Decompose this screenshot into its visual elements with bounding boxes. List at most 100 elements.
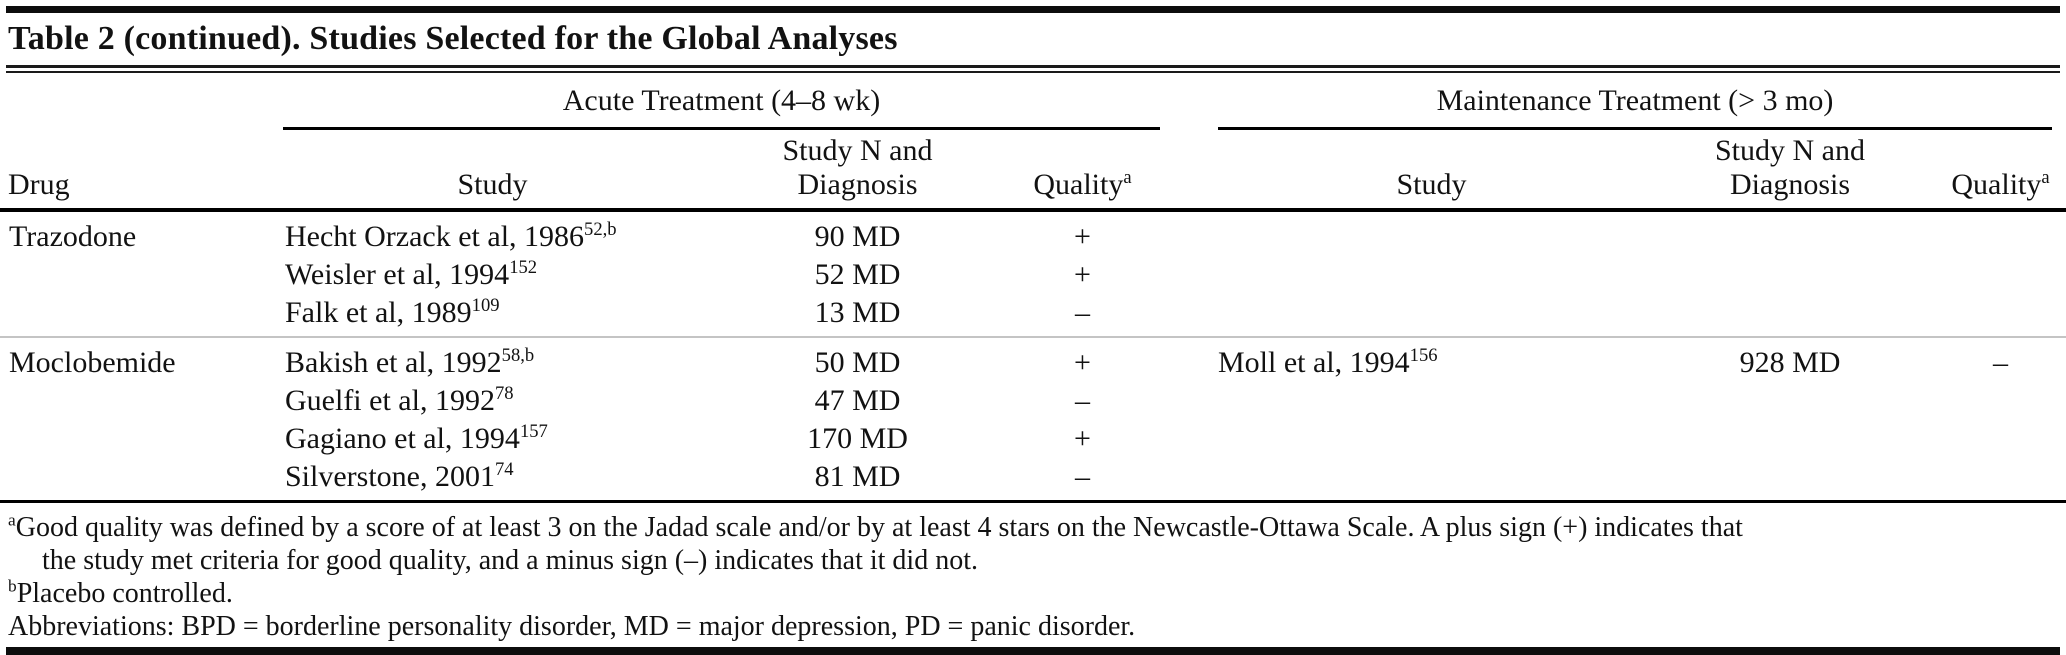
n-diagnosis-cell: 52 MD	[814, 258, 901, 291]
table-title: Table 2 (continued). Studies Selected fo…	[8, 20, 898, 57]
quality-footnote-marker: a	[1123, 167, 1132, 188]
bottom-rule-bar	[6, 647, 2060, 655]
footnote-a-line2: the study met criteria for good quality,…	[42, 545, 978, 576]
study-cell: Weisler et al, 1994152	[275, 256, 710, 294]
quality-cell: +	[1005, 336, 1160, 382]
study-citation: Moll et al, 1994	[1218, 346, 1410, 379]
empty-cell	[1645, 294, 1935, 337]
reference-superscript: 52,b	[584, 219, 617, 240]
n-diagnosis-cell: 50 MD	[710, 336, 1005, 382]
empty-cell	[0, 420, 275, 458]
table-header: Acute Treatment (4–8 wk) Maintenance Tre…	[0, 73, 2066, 212]
study-citation: Weisler et al, 1994	[285, 258, 510, 291]
n-diagnosis-cell: 13 MD	[814, 296, 901, 329]
abbreviations-note: Abbreviations: BPD = borderline personal…	[8, 611, 1136, 642]
study-citation: Guelfi et al, 1992	[285, 384, 495, 417]
empty-cell	[1645, 210, 1935, 256]
footnote-b-marker: b	[8, 576, 17, 596]
spanner-spacer	[0, 73, 275, 130]
col-header-maint-quality: Qualitya	[1935, 130, 2066, 212]
n-header-line2: Diagnosis	[797, 168, 918, 201]
footnote-a-line1: Good quality was defined by a score of a…	[15, 512, 1743, 543]
table-row: Falk et al, 1989109 13 MD –	[0, 294, 2066, 337]
n-diagnosis-cell: 81 MD	[710, 458, 1005, 503]
study-citation: Bakish et al, 1992	[285, 346, 502, 379]
empty-cell	[1935, 210, 2066, 256]
n-diagnosis-cell: 170 MD	[807, 422, 908, 455]
empty-cell	[0, 294, 275, 337]
table-row: Weisler et al, 1994152 52 MD +	[0, 256, 2066, 294]
table-row: Silverstone, 200174 81 MD –	[0, 458, 2066, 503]
col-header-maint-n-diagnosis: Study N and Diagnosis	[1645, 130, 1935, 212]
table-row: Guelfi et al, 199278 47 MD –	[0, 382, 2066, 420]
empty-cell	[1645, 458, 1935, 503]
empty-cell	[1645, 420, 1935, 458]
quality-cell: –	[1005, 458, 1160, 503]
quality-header-label: Quality	[1951, 168, 2042, 201]
study-citation: Falk et al, 1989	[285, 296, 472, 329]
reference-superscript: 109	[471, 295, 500, 316]
col-header-drug: Drug	[0, 130, 275, 212]
acute-group-header: Acute Treatment (4–8 wk)	[283, 83, 1160, 130]
reference-superscript: 152	[509, 257, 538, 278]
n-header-line2: Diagnosis	[1730, 168, 1850, 201]
title-divider-rule	[6, 65, 2060, 73]
quality-cell: +	[1074, 258, 1091, 291]
n-diagnosis-cell: 90 MD	[814, 220, 901, 253]
reference-superscript: 157	[519, 421, 548, 442]
drug-cell: Trazodone	[9, 220, 137, 253]
empty-cell	[1935, 382, 2066, 420]
n-header-line1: Study N and	[782, 134, 933, 167]
table-body: Trazodone Hecht Orzack et al, 198652,b 9…	[0, 210, 2066, 503]
study-cell: Gagiano et al, 1994157	[275, 420, 710, 458]
quality-cell: –	[1075, 296, 1090, 329]
study-citation: Gagiano et al, 1994	[285, 422, 520, 455]
maintenance-group-header-cell: Maintenance Treatment (> 3 mo)	[1160, 73, 2066, 130]
quality-header-label: Quality	[1033, 168, 1124, 201]
col-header-acute-quality: Qualitya	[1005, 130, 1160, 212]
empty-cell	[0, 458, 275, 503]
table-row: Moclobemide Bakish et al, 199258,b 50 MD…	[0, 336, 2066, 382]
column-header-row: Drug Study Study N and Diagnosis Quality…	[0, 130, 2066, 212]
top-rule-bar	[6, 6, 2060, 13]
study-cell: Guelfi et al, 199278	[275, 382, 710, 420]
col-header-acute-n-diagnosis: Study N and Diagnosis	[710, 130, 1005, 212]
reference-superscript: 74	[495, 459, 514, 480]
study-cell: Bakish et al, 199258,b	[275, 336, 710, 382]
footnotes-section: aGood quality was defined by a score of …	[8, 511, 2056, 643]
empty-cell	[1160, 458, 1645, 503]
empty-cell	[1160, 210, 1645, 256]
empty-cell	[1160, 294, 1645, 337]
reference-superscript: 156	[1409, 345, 1438, 366]
quality-cell: +	[1074, 422, 1091, 455]
empty-cell	[1935, 420, 2066, 458]
studies-table: Acute Treatment (4–8 wk) Maintenance Tre…	[0, 73, 2066, 503]
empty-cell	[1935, 294, 2066, 337]
empty-cell	[0, 382, 275, 420]
empty-cell	[1935, 458, 2066, 503]
maintenance-group-header: Maintenance Treatment (> 3 mo)	[1218, 83, 2053, 130]
empty-cell	[0, 256, 275, 294]
study-cell: Falk et al, 1989109	[275, 294, 710, 337]
acute-group-header-cell: Acute Treatment (4–8 wk)	[275, 73, 1160, 130]
empty-cell	[1160, 256, 1645, 294]
study-citation: Hecht Orzack et al, 1986	[285, 220, 585, 253]
empty-cell	[1645, 382, 1935, 420]
n-header-line1: Study N and	[1715, 134, 1865, 167]
study-cell: Hecht Orzack et al, 198652,b	[275, 210, 710, 256]
reference-superscript: 78	[494, 383, 514, 404]
empty-cell	[1160, 382, 1645, 420]
empty-cell	[1935, 256, 2066, 294]
table-row: Gagiano et al, 1994157 170 MD +	[0, 420, 2066, 458]
table-row: Trazodone Hecht Orzack et al, 198652,b 9…	[0, 210, 2066, 256]
footnote-b: bPlacebo controlled.	[8, 577, 2056, 610]
quality-cell: –	[1935, 336, 2066, 382]
col-header-acute-study: Study	[275, 130, 710, 212]
footnote-a: aGood quality was defined by a score of …	[8, 511, 2056, 577]
empty-cell	[1160, 420, 1645, 458]
drug-cell: Moclobemide	[0, 336, 275, 382]
study-cell: Moll et al, 1994156	[1160, 336, 1645, 382]
group-header-row: Acute Treatment (4–8 wk) Maintenance Tre…	[0, 73, 2066, 130]
reference-superscript: 58,b	[501, 345, 535, 366]
footnote-b-text: Placebo controlled.	[16, 578, 233, 609]
